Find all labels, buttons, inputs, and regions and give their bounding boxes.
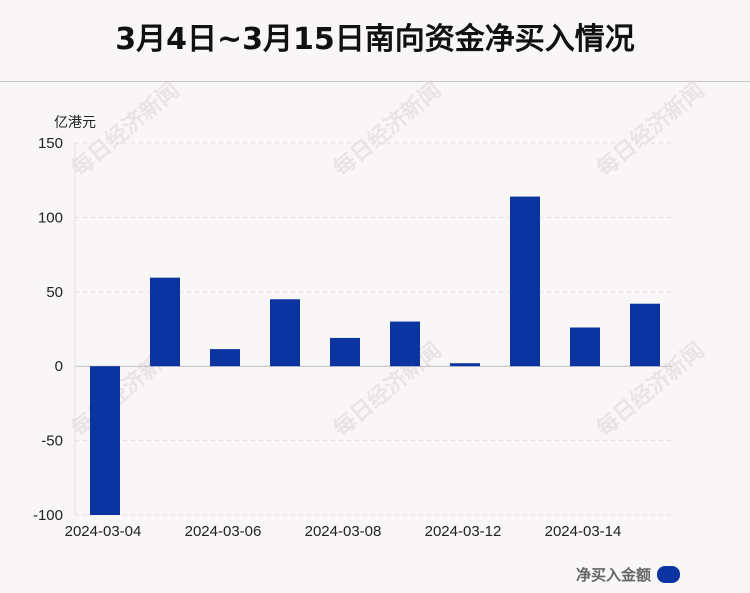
bar-2024-03-05: [150, 277, 180, 367]
legend: 净买入金额: [576, 564, 681, 585]
bar-2024-03-08: [330, 337, 360, 367]
x-tick-label: 2024-03-14: [545, 523, 622, 540]
watermark-text: 每日经济新闻: [592, 77, 710, 182]
x-tick-label: 2024-03-04: [65, 523, 142, 540]
bar-2024-03-06: [210, 349, 240, 367]
title-divider: [0, 81, 750, 82]
y-tick-label: 50: [46, 284, 63, 301]
x-tick-label: 2024-03-08: [305, 523, 382, 540]
legend-swatch: [657, 566, 681, 583]
bar-2024-03-14: [570, 327, 600, 367]
y-tick-label: 150: [38, 135, 63, 152]
y-axis-unit-label: 亿港元: [54, 115, 96, 131]
x-tick-labels: 2024-03-04 2024-03-06 2024-03-08 2024-03-12…: [65, 523, 622, 540]
x-tick-label: 2024-03-06: [185, 523, 262, 540]
watermark-text: 每日经济新闻: [67, 77, 185, 182]
y-tick-label: 0: [55, 358, 63, 375]
legend-label: 净买入金额: [576, 566, 652, 584]
bar-2024-03-15: [630, 303, 660, 367]
y-tick-labels: 150 100 50 0 -50 -100: [33, 135, 63, 524]
y-tick-label: 100: [38, 209, 63, 226]
x-tick-label: 2024-03-12: [425, 523, 502, 540]
watermark-text: 每日经济新闻: [329, 77, 447, 182]
bars: [90, 196, 660, 515]
bar-2024-03-07: [270, 299, 300, 367]
chart-title: 3月4日~3月15日南向资金净买入情况: [115, 22, 635, 57]
bar-2024-03-04: [90, 366, 120, 515]
y-tick-label: -100: [33, 507, 63, 524]
bar-2024-03-12: [450, 363, 480, 367]
bar-2024-03-13: [510, 196, 540, 367]
bar-2024-03-11: [390, 321, 420, 367]
y-tick-label: -50: [41, 433, 63, 450]
